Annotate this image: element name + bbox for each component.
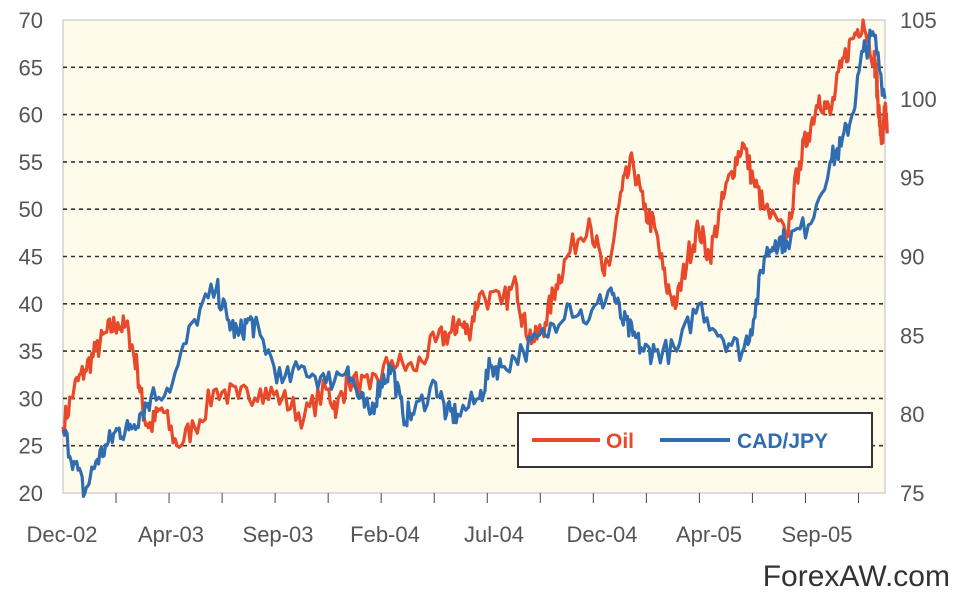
left-tick-label: 65 [19,55,43,80]
right-tick-label: 85 [900,323,924,348]
watermark-text: ForexAW.com [762,560,950,593]
left-tick-label: 45 [19,245,43,270]
cadjpy-line [61,28,887,498]
legend: Oil CAD/JPY [517,412,873,468]
right-axis-ticks: 75 80 85 90 95 100 105 [900,8,937,506]
x-axis-ticks: Dec-02 Apr-03 Sep-03 Feb-04 Jul-04 Dec-04 Apr-… [27,493,859,547]
x-tick-label: Apr-03 [138,522,204,547]
left-tick-label: 50 [19,197,43,222]
right-tick-label: 95 [900,166,924,191]
x-tick-label: Feb-04 [350,522,420,547]
left-axis-ticks: 20 25 30 35 40 45 50 55 60 65 70 [19,8,43,506]
x-tick-label: Sep-03 [243,522,314,547]
left-tick-label: 70 [19,8,43,33]
left-tick-label: 60 [19,103,43,128]
left-tick-label: 25 [19,434,43,459]
left-tick-label: 55 [19,150,43,175]
legend-cadjpy-label: CAD/JPY [737,430,828,453]
left-tick-label: 20 [19,481,43,506]
x-tick-label: Sep-05 [782,522,853,547]
x-tick-label: Apr-05 [676,522,742,547]
x-tick-label: Dec-04 [567,522,638,547]
series-lines [61,18,889,498]
right-tick-label: 75 [900,481,924,506]
x-tick-label: Jul-04 [464,522,524,547]
x-tick-label: Dec-02 [27,522,98,547]
left-tick-label: 35 [19,339,43,364]
left-tick-label: 30 [19,386,43,411]
right-tick-label: 90 [900,245,924,270]
oil-line [61,18,889,449]
right-tick-label: 80 [900,402,924,427]
right-tick-label: 100 [900,87,937,112]
legend-oil-label: Oil [606,430,634,453]
left-tick-label: 40 [19,292,43,317]
right-tick-label: 105 [900,8,937,33]
